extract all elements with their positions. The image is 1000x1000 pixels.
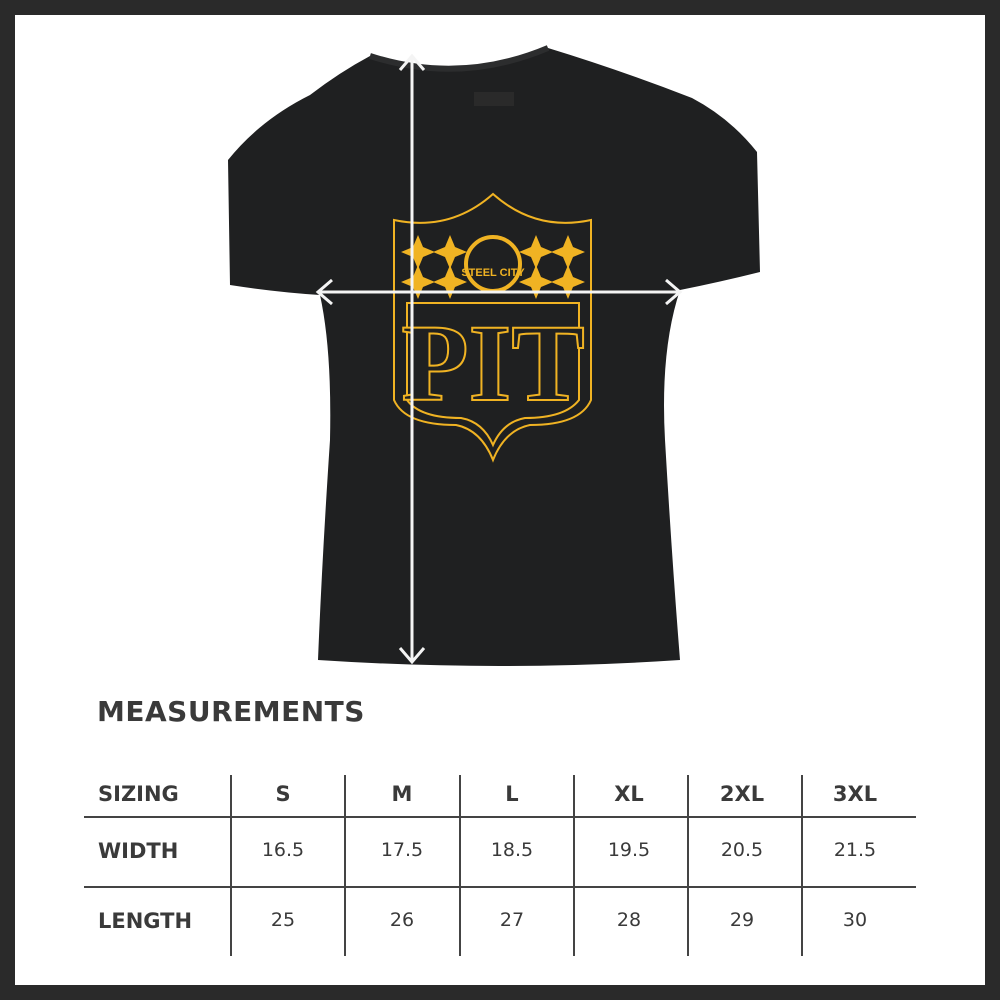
tshirt-body	[228, 48, 760, 666]
table-divider	[801, 775, 803, 956]
logo-top-text: STEEL CITY	[461, 267, 525, 279]
width-value: 18.5	[490, 839, 534, 861]
size-header: S	[275, 782, 291, 806]
collar	[369, 45, 550, 72]
width-arrow	[315, 278, 683, 306]
star-icons	[401, 235, 585, 299]
width-value: 20.5	[720, 839, 764, 861]
length-value: 29	[729, 909, 755, 931]
row-label-width: WIDTH	[98, 839, 179, 863]
table-divider	[687, 775, 689, 956]
length-value: 26	[389, 909, 415, 931]
size-header: L	[505, 782, 519, 806]
width-value: 21.5	[833, 839, 877, 861]
length-value: 25	[270, 909, 296, 931]
size-header: 2XL	[719, 782, 765, 806]
table-divider	[459, 775, 461, 956]
size-header: 3XL	[832, 782, 878, 806]
shield-logo	[393, 192, 592, 463]
table-divider	[573, 775, 575, 956]
table-divider	[344, 775, 346, 956]
length-value: 27	[499, 909, 525, 931]
header-sizing: SIZING	[98, 782, 179, 806]
measurements-title: MEASUREMENTS	[97, 695, 365, 728]
length-arrow	[398, 53, 426, 665]
table-divider	[230, 775, 232, 956]
width-value: 16.5	[261, 839, 305, 861]
length-value: 30	[842, 909, 868, 931]
table-divider	[84, 886, 916, 888]
length-value: 28	[616, 909, 642, 931]
width-value: 17.5	[380, 839, 424, 861]
size-header: XL	[614, 782, 644, 806]
width-value: 19.5	[607, 839, 651, 861]
neck-label	[474, 92, 514, 106]
row-label-length: LENGTH	[98, 909, 193, 933]
size-header: M	[391, 782, 413, 806]
table-divider	[84, 816, 916, 818]
logo-main-text: PIT	[401, 302, 584, 424]
